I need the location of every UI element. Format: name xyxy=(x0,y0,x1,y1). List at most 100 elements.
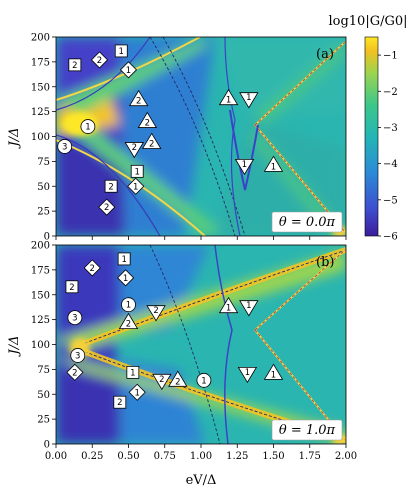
y-tick-label: 0 xyxy=(44,232,50,243)
marker-label: 1 xyxy=(271,162,276,172)
colorbar-tick-label: −4 xyxy=(383,159,398,170)
marker-triangle-down-2: 2 xyxy=(152,373,172,391)
marker-label: 2 xyxy=(153,306,158,316)
colorbar-tick-label: −5 xyxy=(383,195,398,206)
marker-triangle-up-2: 2 xyxy=(118,312,139,330)
colorbar-ticks: −1 −2 −3 −4 −5 −6 xyxy=(378,51,398,243)
marker-triangle-down-2: 2 xyxy=(146,305,166,322)
marker-circle-3: 3 xyxy=(70,348,86,363)
marker-square-2: 2 xyxy=(65,280,79,294)
marker-square-2: 2 xyxy=(68,58,82,72)
marker-label: 1 xyxy=(126,66,131,76)
marker-circle-3: 3 xyxy=(67,310,83,326)
marker-label: 2 xyxy=(90,264,95,274)
x-tick-label: 1.50 xyxy=(262,451,284,462)
marker-triangle-up-1: 1 xyxy=(263,155,284,172)
marker-label: 2 xyxy=(108,182,113,192)
marker-circle-1: 1 xyxy=(196,372,212,388)
colorbar-tick-label: −1 xyxy=(383,51,398,62)
y-tick-label: 200 xyxy=(31,33,50,44)
marker-triangle-up-2: 2 xyxy=(168,370,188,387)
panel-b-heatmap xyxy=(56,245,346,444)
y-tick-label: 100 xyxy=(31,340,50,351)
x-tick-label: 1.25 xyxy=(226,451,248,462)
marker-label: 1 xyxy=(85,123,90,133)
x-tick-label: 0.00 xyxy=(45,451,67,462)
x-tick-label: 0.75 xyxy=(154,451,176,462)
x-tick-label: 1.00 xyxy=(190,451,212,462)
marker-circle-1: 1 xyxy=(80,119,96,134)
marker-label: 3 xyxy=(62,142,67,152)
y-tick-label: 25 xyxy=(37,415,50,426)
marker-label: 1 xyxy=(133,182,138,192)
marker-label: 1 xyxy=(134,388,139,398)
y-axis-label-b: J/Δ xyxy=(7,336,22,358)
marker-label: 1 xyxy=(271,370,276,380)
y-tick-label: 50 xyxy=(37,182,50,193)
colorbar-tick-label: −3 xyxy=(383,123,398,134)
theta-a-label: θ = 0.0π xyxy=(279,215,336,230)
marker-square-1: 1 xyxy=(126,365,140,379)
y-tick-label: 50 xyxy=(37,390,50,401)
marker-diamond-1: 1 xyxy=(127,177,145,195)
theta-b-label: θ = 1.0π xyxy=(279,423,336,438)
marker-circle-1: 1 xyxy=(121,297,136,313)
marker-label: 2 xyxy=(117,398,122,408)
y-tick-label: 75 xyxy=(37,157,50,168)
marker-label: 1 xyxy=(134,167,139,177)
y-tick-label: 125 xyxy=(31,107,50,118)
marker-label: 1 xyxy=(246,93,251,103)
marker-label: 2 xyxy=(136,97,141,107)
marker-diamond-1: 1 xyxy=(119,61,138,79)
panel-a-label: (a) xyxy=(316,47,334,62)
y-axis-label-a: J/Δ xyxy=(7,128,22,150)
marker-triangle-down-1: 1 xyxy=(239,92,259,109)
marker-label: 3 xyxy=(72,314,77,324)
marker-label: 2 xyxy=(97,56,102,66)
marker-label: 2 xyxy=(149,139,154,149)
marker-label: 1 xyxy=(121,255,126,265)
marker-diamond-1: 1 xyxy=(117,269,135,287)
marker-triangle-down-2: 2 xyxy=(124,142,145,159)
marker-square-1: 1 xyxy=(130,164,144,178)
marker-diamond-1: 1 xyxy=(128,383,146,401)
marker-label: 1 xyxy=(119,47,124,57)
marker-label: 1 xyxy=(246,301,251,311)
marker-label: 1 xyxy=(130,368,135,378)
y-tick-label: 175 xyxy=(31,57,50,68)
marker-triangle-down-1: 1 xyxy=(237,366,258,384)
marker-label: 1 xyxy=(226,96,231,106)
marker-label: 1 xyxy=(226,304,231,314)
x-tick-label: 0.25 xyxy=(81,451,103,462)
panel-b-label: (b) xyxy=(316,255,334,270)
y-tick-label: 75 xyxy=(37,365,50,376)
marker-diamond-2: 2 xyxy=(83,259,101,277)
theta-b-box xyxy=(271,419,343,441)
marker-triangle-up-2: 2 xyxy=(137,111,158,129)
colorbar-label: log10|G/G0| xyxy=(328,14,407,29)
marker-label: 2 xyxy=(72,61,77,71)
marker-label: 3 xyxy=(75,351,80,361)
marker-label: 1 xyxy=(245,368,250,378)
marker-diamond-2: 2 xyxy=(66,363,84,381)
marker-triangle-up-1: 1 xyxy=(218,88,239,106)
panel-a-heatmap xyxy=(56,37,346,236)
marker-label: 2 xyxy=(104,203,109,213)
theta-a-box xyxy=(271,211,343,233)
marker-triangle-up-1: 1 xyxy=(218,296,239,314)
marker-label: 1 xyxy=(201,376,206,386)
marker-triangle-up-2: 2 xyxy=(141,132,162,149)
marker-diamond-2: 2 xyxy=(90,51,109,69)
marker-label: 1 xyxy=(123,274,128,284)
colorbar-tick-label: −2 xyxy=(383,87,398,98)
marker-label: 2 xyxy=(132,143,137,153)
marker-label: 2 xyxy=(72,368,77,378)
marker-diamond-2: 2 xyxy=(98,198,116,216)
marker-triangle-up-2: 2 xyxy=(128,89,149,107)
y-tick-label: 100 xyxy=(31,132,50,143)
x-tick-label: 1.75 xyxy=(299,451,321,462)
x-axis-label: eV/Δ xyxy=(186,473,217,488)
marker-triangle-down-1: 1 xyxy=(234,158,255,176)
colorbar xyxy=(364,36,379,237)
